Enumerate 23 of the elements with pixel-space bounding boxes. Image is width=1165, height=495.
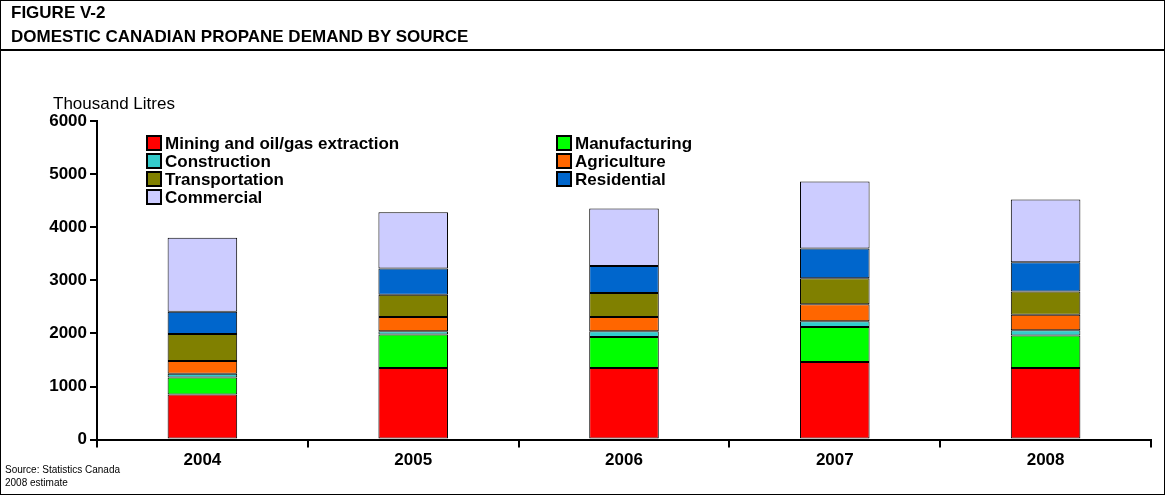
source-note: Source: Statistics Canada [5,464,121,475]
x-tick-label: 2006 [605,450,643,470]
y-tick-label: 0 [77,429,87,449]
text: 2008 estimate [5,477,68,488]
y-tick-label: 1000 [49,376,87,396]
legend-label: Residential [575,169,666,189]
legend-label: Transportation [165,169,285,189]
chart-subtitle: DOMESTIC CANADIAN PROPANE DEMAND BY SOURCE [11,26,470,48]
legend-label: Commercial [165,187,263,207]
x-tick-label: 2005 [394,450,433,470]
x-tick-label: 2007 [815,450,854,470]
y-tick-label: 3000 [49,269,87,289]
chart-title: FIGURE V-2 [11,2,107,24]
y-tick-label: 4000 [49,216,87,236]
legend-label: Agriculture [575,151,666,171]
legend-label: Mining and oil/gas extraction [165,133,400,153]
y-axis-title: Thousand Litres [53,94,175,114]
legend-label: Manufacturing [575,133,693,153]
x-tick-label: 2004 [183,450,222,470]
legend-label: Construction [165,151,271,171]
y-tick-label: 2000 [49,323,87,343]
x-tick-label: 2008 [1026,450,1065,470]
y-tick-label: 5000 [49,163,87,183]
